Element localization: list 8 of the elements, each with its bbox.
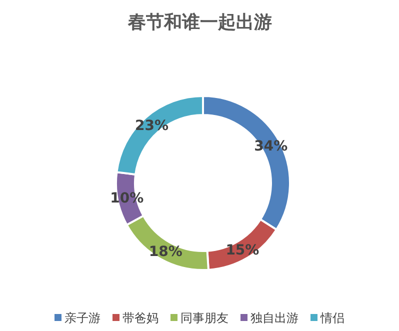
data-label: 18% bbox=[148, 244, 182, 260]
data-label: 15% bbox=[226, 242, 260, 259]
legend-label: 情侣 bbox=[320, 311, 344, 325]
chart-title: 春节和谁一起出游 bbox=[127, 12, 272, 33]
legend-label: 带爸妈 bbox=[122, 311, 158, 325]
legend-label: 亲子游 bbox=[64, 311, 100, 325]
legend-label: 同事朋友 bbox=[180, 311, 228, 325]
legend-label: 独自出游 bbox=[250, 311, 298, 325]
